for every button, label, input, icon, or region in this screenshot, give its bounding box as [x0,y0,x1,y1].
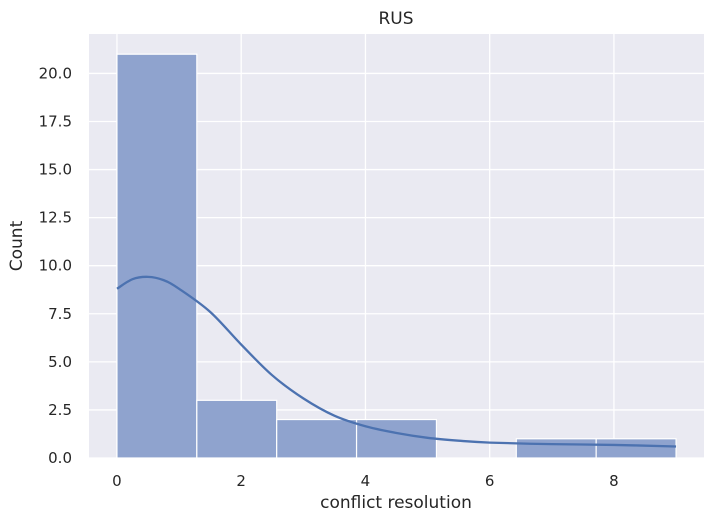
histogram-bar [515,438,597,459]
y-tick-label: 10.0 [39,257,72,275]
x-tick-label: 8 [609,472,619,490]
histogram-bar [355,418,438,459]
y-tick-label: 7.5 [48,305,72,323]
x-tick-label: 0 [112,472,122,490]
x-tick-label: 6 [485,472,495,490]
x-tick-labels: 0 2 4 6 8 [112,472,619,490]
y-tick-label: 15.0 [39,161,72,179]
histogram-bar [116,53,198,459]
x-tick-label: 2 [236,472,246,490]
y-tick-label: 17.5 [39,112,72,130]
x-tick-label: 4 [361,472,371,490]
histogram-bars [116,53,677,459]
y-tick-label: 12.5 [39,209,72,227]
histogram-bar [595,438,677,459]
x-axis-label: conflict resolution [320,493,472,513]
kde-curve [116,275,677,448]
y-axis-label: Count [7,220,27,271]
kde-curve-group [116,275,677,448]
chart-title: RUS [378,9,413,29]
y-tick-label: 5.0 [48,353,72,371]
y-tick-label: 0.0 [48,449,72,467]
y-tick-labels: 0.0 2.5 5.0 7.5 10.0 12.5 15.0 17.5 20.0 [39,64,72,467]
y-tick-label: 2.5 [48,401,72,419]
histogram-bar [196,399,278,459]
y-tick-label: 20.0 [39,64,72,82]
histogram-bar [276,418,358,459]
